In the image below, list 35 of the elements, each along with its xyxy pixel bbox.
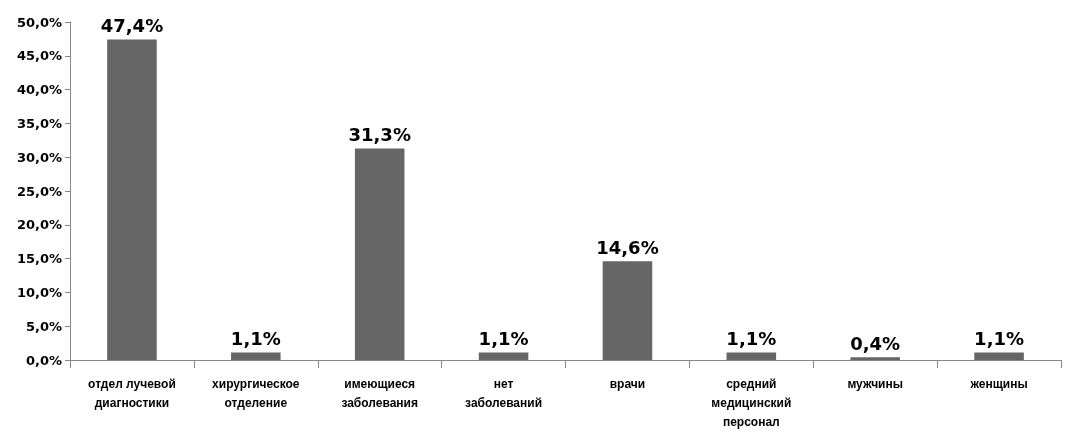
x-tick-label: средний медицинский персонал [711, 376, 792, 429]
y-tick-label: 30,0% [16, 149, 62, 165]
bar [478, 352, 529, 360]
x-tick-label: хирургическое отделение [212, 376, 300, 410]
data-label: 31,3% [348, 123, 411, 145]
y-tick-label: 50,0% [16, 14, 62, 30]
data-label: 1,1% [230, 328, 281, 350]
bar [231, 352, 281, 360]
x-tick-label: женщины [969, 376, 1028, 391]
bar [850, 357, 900, 360]
y-tick-label: 10,0% [16, 284, 62, 300]
y-tick-label: 40,0% [16, 82, 62, 98]
y-tick-label: 35,0% [16, 115, 62, 131]
data-label: 1,1% [726, 328, 777, 350]
bar [974, 352, 1024, 360]
y-tick-label: 25,0% [16, 183, 62, 199]
bar [726, 352, 777, 360]
y-tick-label: 20,0% [16, 217, 62, 233]
bar [107, 39, 157, 360]
data-label: 14,6% [596, 236, 659, 258]
y-tick-label: 45,0% [16, 48, 62, 64]
data-label: 1,1% [478, 328, 529, 350]
x-tick-label: мужчины [847, 376, 903, 391]
x-tick-label: имеющиеся заболевания [341, 376, 418, 410]
data-label: 1,1% [974, 328, 1025, 350]
x-tick-label: врачи [609, 376, 646, 391]
y-tick-label: 5,0% [25, 318, 62, 334]
data-label: 0,4% [850, 332, 901, 354]
bar [602, 261, 653, 360]
y-tick-label: 15,0% [16, 251, 62, 267]
bar [354, 148, 405, 360]
x-tick-label: нет заболеваний [465, 376, 543, 410]
y-tick-label: 0,0% [25, 352, 62, 368]
x-tick-label: отдел лучевой диагностики [88, 376, 176, 410]
data-label: 47,4% [100, 15, 164, 37]
